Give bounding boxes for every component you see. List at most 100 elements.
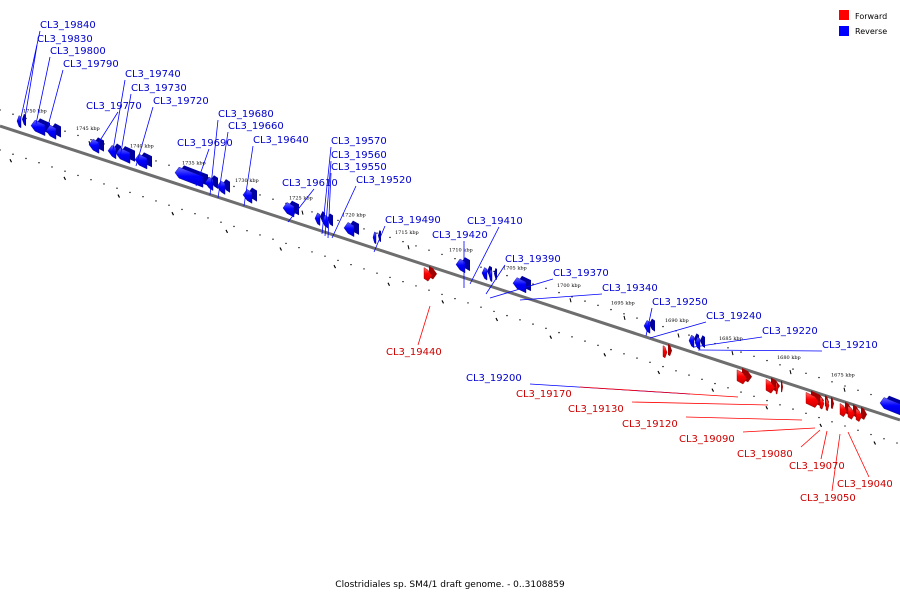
track-dot: [818, 416, 820, 419]
gene-label[interactable]: CL3_19120: [622, 419, 678, 430]
gene-label[interactable]: CL3_19340: [602, 283, 658, 294]
gene-label[interactable]: CL3_19130: [568, 404, 624, 415]
track-dot: [636, 357, 638, 359]
gene-leader-line: [243, 145, 254, 207]
gene-label[interactable]: CL3_19220: [762, 326, 818, 337]
track-dot: [246, 229, 248, 232]
forward-gene-arrow[interactable]: [825, 398, 830, 412]
track-dot: [103, 183, 105, 185]
track-dot: [0, 109, 1, 111]
gene-label[interactable]: CL3_19210: [822, 340, 878, 351]
gene-label[interactable]: CL3_19250: [652, 297, 708, 308]
track-dot: [727, 387, 729, 389]
gene-label[interactable]: CL3_19080: [737, 449, 793, 460]
gene-label[interactable]: CL3_19410: [467, 216, 523, 227]
ruler-tick-mark: [569, 298, 572, 303]
forward-gene-arrow[interactable]: [765, 378, 776, 394]
gene-label[interactable]: CL3_19520: [356, 175, 412, 186]
track-dash: [333, 264, 337, 269]
track-dot: [155, 200, 157, 202]
ruler-tick-label: 1675 kbp: [831, 372, 855, 378]
gene-label[interactable]: CL3_19490: [385, 215, 441, 226]
reverse-gene-arrow[interactable]: [372, 231, 377, 245]
forward-gene-arrow[interactable]: [736, 369, 748, 385]
gene-label[interactable]: CL3_19640: [253, 135, 309, 146]
gene-leader-line: [485, 264, 506, 295]
gene-label[interactable]: CL3_19800: [50, 46, 106, 57]
gene-label[interactable]: CL3_19390: [505, 254, 561, 265]
track-dot: [311, 211, 313, 213]
gene-leader-line: [321, 146, 332, 235]
gene-label[interactable]: CL3_19090: [679, 434, 735, 445]
gene-label[interactable]: CL3_19560: [331, 150, 387, 161]
gene-label[interactable]: CL3_19050: [800, 493, 856, 504]
legend-forward-swatch: [839, 10, 849, 20]
gene-label[interactable]: CL3_19550: [331, 162, 387, 173]
forward-gene-shadow: [781, 380, 783, 393]
forward-gene-arrow[interactable]: [805, 392, 820, 408]
reverse-gene-arrow[interactable]: [282, 202, 295, 218]
gene-label[interactable]: CL3_19830: [37, 34, 93, 45]
reverse-gene-arrow[interactable]: [88, 138, 100, 154]
track-dot: [181, 208, 183, 211]
forward-gene-arrow[interactable]: [839, 403, 848, 417]
track-dot: [610, 348, 612, 351]
gene-label[interactable]: CL3_19790: [63, 59, 119, 70]
gene-label[interactable]: CL3_19690: [177, 138, 233, 149]
reverse-gene-arrow[interactable]: [30, 119, 46, 137]
track-dot: [870, 393, 872, 396]
reverse-gene-arrow[interactable]: [343, 222, 355, 237]
gene-leader-line: [579, 386, 739, 398]
track-dot: [272, 198, 274, 200]
gene-label[interactable]: CL3_19730: [131, 83, 187, 94]
gene-leader-line: [831, 433, 841, 492]
reverse-gene-arrow[interactable]: [688, 334, 695, 349]
forward-gene-arrow[interactable]: [423, 267, 433, 282]
gene-label[interactable]: CL3_19200: [466, 373, 522, 384]
reverse-gene-arrow[interactable]: [45, 124, 57, 140]
gene-label[interactable]: CL3_19240: [706, 311, 762, 322]
reverse-gene-arrow[interactable]: [455, 258, 466, 274]
gene-leader-line: [469, 226, 500, 285]
forward-gene-arrow[interactable]: [847, 405, 856, 420]
reverse-gene-arrow[interactable]: [216, 180, 226, 195]
reverse-gene-arrow[interactable]: [115, 147, 131, 164]
track-dot: [896, 442, 898, 444]
track-dash: [819, 423, 823, 428]
ruler-tick-label: 1685 kbp: [719, 336, 743, 342]
gene-label[interactable]: CL3_19170: [516, 389, 572, 400]
reverse-gene-arrow[interactable]: [107, 145, 117, 160]
gene-label[interactable]: CL3_19720: [153, 96, 209, 107]
gene-label[interactable]: CL3_19570: [331, 136, 387, 147]
reverse-gene-arrow[interactable]: [16, 115, 22, 129]
gene-label[interactable]: CL3_19370: [553, 268, 609, 279]
gene-label[interactable]: CL3_19040: [837, 479, 893, 490]
track-dot: [402, 240, 404, 243]
track-dot: [389, 236, 391, 239]
gene-label[interactable]: CL3_19420: [432, 230, 488, 241]
reverse-gene-arrow[interactable]: [314, 212, 321, 226]
gene-label[interactable]: CL3_19680: [218, 109, 274, 120]
gene-label[interactable]: CL3_19440: [386, 347, 442, 358]
reverse-gene-arrow[interactable]: [488, 269, 493, 283]
gene-label[interactable]: CL3_19610: [282, 178, 338, 189]
forward-gene-arrow[interactable]: [775, 382, 779, 395]
gene-label[interactable]: CL3_19740: [125, 69, 181, 80]
gene-label[interactable]: CL3_19840: [40, 20, 96, 31]
gene-label[interactable]: CL3_19770: [86, 101, 142, 112]
forward-gene-arrow[interactable]: [819, 396, 825, 410]
forward-gene-arrow[interactable]: [855, 408, 863, 422]
reverse-gene-arrow[interactable]: [879, 397, 900, 416]
gene-label[interactable]: CL3_19070: [789, 461, 845, 472]
track-dot: [662, 325, 664, 328]
gene-label[interactable]: CL3_19660: [228, 121, 284, 132]
forward-gene-arrow[interactable]: [662, 345, 668, 359]
track-dot: [636, 317, 638, 319]
track-dot: [857, 389, 859, 392]
track-dot: [779, 364, 781, 366]
track-dot: [753, 395, 755, 398]
reverse-gene-arrow[interactable]: [481, 267, 488, 281]
track-dot: [493, 270, 495, 273]
reverse-gene-arrow[interactable]: [174, 166, 204, 188]
